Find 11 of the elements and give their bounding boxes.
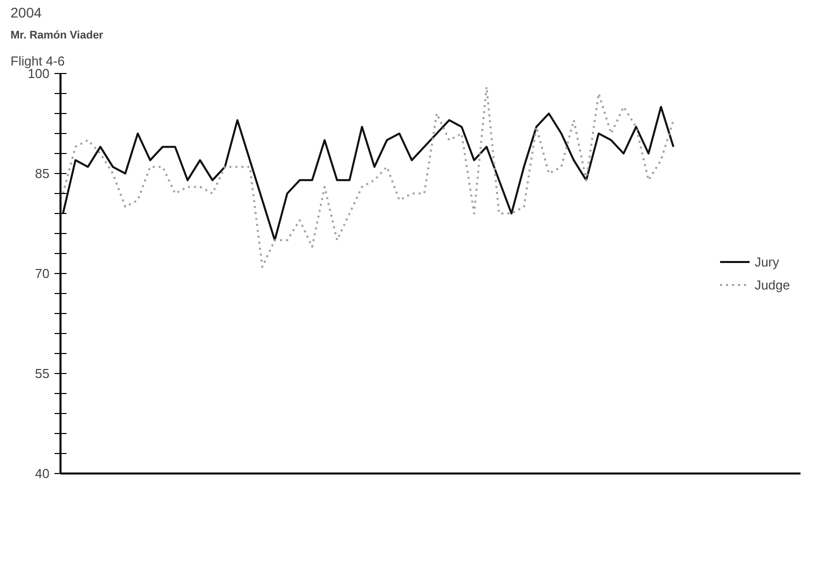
line-series: [62, 106, 674, 242]
y-tick-label: 40: [35, 466, 50, 481]
chart-title: 2004: [10, 4, 42, 20]
legend-label: Jury: [754, 254, 780, 269]
line-series: [62, 86, 674, 268]
y-tick-label: 55: [35, 366, 50, 381]
y-tick-label: 85: [35, 166, 50, 181]
y-tick-label: 70: [35, 266, 50, 281]
chart-subtitle: Mr. Ramón Viader: [10, 30, 104, 42]
legend-label: Judge: [754, 277, 790, 292]
text: Flight 4-6: [10, 54, 65, 68]
